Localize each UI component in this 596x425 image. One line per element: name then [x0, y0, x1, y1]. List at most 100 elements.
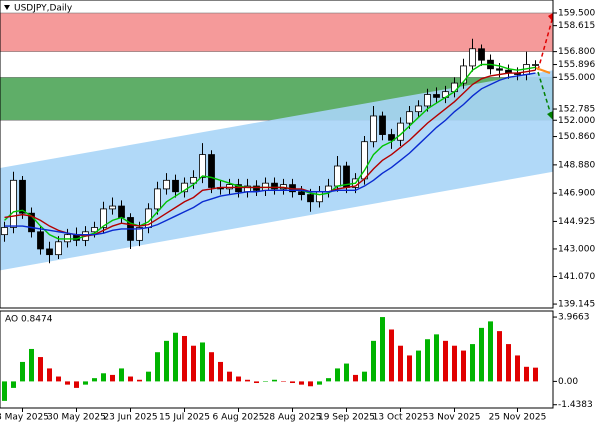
ao-bar: [29, 348, 34, 382]
ao-bar: [515, 355, 520, 382]
ao-bar: [92, 378, 97, 382]
y-tick-label: 155.896: [558, 60, 595, 70]
candle-body: [10, 179, 17, 228]
ao-bar: [344, 363, 349, 382]
candle-body: [100, 208, 107, 228]
target-arrow-up: [537, 19, 553, 71]
ao-bar: [335, 368, 340, 382]
target-arrow-mid: [535, 67, 551, 74]
y-tick-label: 148.880: [558, 160, 595, 170]
candle-body: [460, 65, 467, 84]
ao-bar: [245, 379, 250, 382]
y-tick-label: 0.00: [558, 377, 578, 387]
candle-body: [424, 94, 431, 107]
ao-bar: [2, 381, 7, 401]
ao-bar: [497, 331, 502, 382]
candle-body: [136, 227, 143, 241]
candle-body: [118, 205, 125, 218]
ao-bar: [407, 355, 412, 382]
ao-bar: [452, 345, 457, 382]
candle-body: [415, 105, 422, 113]
candle-body: [334, 165, 341, 187]
ao-bar: [65, 381, 70, 385]
ao-bar: [146, 371, 151, 382]
ao-bar: [398, 345, 403, 382]
ao-bar: [308, 381, 313, 387]
ao-bar: [173, 332, 178, 382]
target-arrow-down: [537, 71, 552, 116]
candle-body: [379, 115, 386, 135]
ao-bar: [227, 371, 232, 382]
ao-bar: [200, 342, 205, 382]
candle-body: [1, 227, 8, 236]
ao-title: AO 0.8474: [5, 315, 53, 325]
chart-title: USDJPY,Daily: [14, 4, 73, 14]
y-tick-label: 159.500: [558, 9, 595, 19]
x-tick-label: 25 Nov 2025: [489, 413, 547, 423]
candle-body: [55, 241, 62, 256]
candle-body: [235, 184, 242, 193]
x-tick-label: 15 Jul 2025: [159, 413, 210, 423]
candle-body: [109, 205, 116, 210]
candle-body: [181, 182, 188, 193]
ao-bar: [56, 376, 61, 382]
price-marks: [1, 38, 539, 264]
ao-bar: [119, 368, 124, 382]
ao-bar: [11, 381, 16, 388]
ao-bar: [353, 374, 358, 382]
moving-average: [4, 72, 536, 236]
ao-bar: [389, 329, 394, 382]
y-tick-label: 152.785: [558, 105, 595, 115]
ao-bar: [380, 317, 385, 382]
ao-bar: [434, 334, 439, 382]
y-tick-label: 150.860: [558, 132, 595, 142]
y-tick-label: 156.800: [558, 47, 595, 57]
candle-body: [199, 154, 206, 178]
ao-bar: [488, 321, 493, 382]
y-tick-label: 3.9663: [558, 313, 590, 323]
ao-bar: [362, 371, 367, 382]
ao-bar: [218, 361, 223, 382]
candle-body: [253, 185, 260, 191]
ao-bar: [479, 327, 484, 382]
y-tick-label: 158.615: [558, 21, 595, 31]
y-tick-label: 144.925: [558, 217, 595, 227]
ao-bar: [209, 352, 214, 382]
candle-body: [271, 182, 278, 190]
candle-body: [370, 115, 377, 143]
ao-bar: [533, 367, 538, 382]
candle-body: [316, 191, 323, 203]
candle-body: [226, 184, 233, 190]
candle-body: [154, 188, 161, 210]
ao-bar: [371, 340, 376, 382]
arrow-head: [547, 111, 553, 120]
candle-body: [172, 179, 179, 193]
zone: [0, 12, 554, 52]
ao-bar: [38, 357, 43, 382]
menu-icon: [4, 5, 10, 10]
y-tick-label: 141.070: [558, 272, 595, 282]
ao-bar: [164, 340, 169, 382]
ao-bar: [128, 376, 133, 382]
candle-body: [208, 154, 215, 188]
ao-bar: [461, 350, 466, 382]
ao-bar: [524, 366, 529, 382]
candle-body: [46, 248, 53, 256]
candle-body: [307, 194, 314, 203]
candle-body: [469, 48, 476, 67]
ao-bar: [272, 379, 277, 382]
ao-bar: [236, 376, 241, 382]
candle-body: [64, 234, 71, 243]
y-tick-label: 146.900: [558, 189, 595, 199]
candle-body: [433, 94, 440, 98]
ao-bar: [191, 345, 196, 382]
ao-bar: [101, 373, 106, 382]
ao-bar: [299, 381, 304, 385]
x-tick-label: 8 May 2025: [0, 413, 49, 423]
price-frame: [0, 0, 554, 309]
candle-body: [478, 48, 485, 61]
ao-frame: [0, 310, 554, 409]
y-tick-label: 139.145: [558, 300, 595, 310]
ao-bar: [110, 374, 115, 382]
